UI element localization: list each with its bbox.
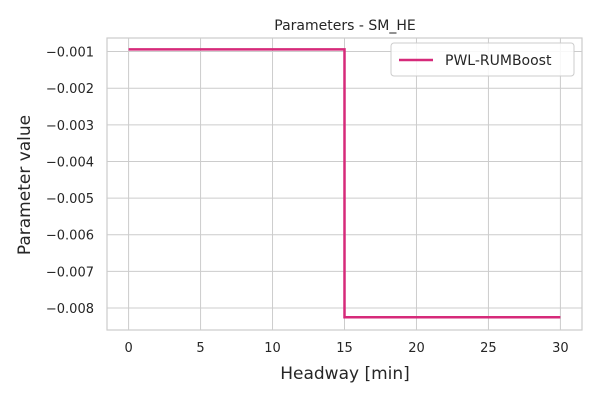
legend: PWL-RUMBoost <box>390 42 575 77</box>
y-tick-label: −0.003 <box>46 119 94 134</box>
x-tick-label: 5 <box>196 341 204 356</box>
y-tick-label: −0.008 <box>46 302 94 317</box>
y-tick-label: −0.004 <box>46 155 94 170</box>
y-tick-label: −0.006 <box>46 229 94 244</box>
y-tick-label: −0.002 <box>46 82 94 97</box>
ticks: 0 5 10 15 20 25 30 −0.001 −0.002 −0.003 −0.004 −0.0… <box>46 46 569 356</box>
x-tick-label: 0 <box>124 341 132 356</box>
y-tick-label: −0.005 <box>46 192 94 207</box>
x-tick-label: 15 <box>336 341 353 356</box>
y-axis-title: Parameter value <box>15 115 35 255</box>
y-tick-label: −0.001 <box>46 46 94 61</box>
y-tick-label: −0.007 <box>46 265 94 280</box>
plot-frame <box>106 37 583 331</box>
series-line-pwl-rumboost <box>128 48 561 319</box>
chart-title: Parameters - SM_HE <box>274 18 415 34</box>
x-tick-label: 10 <box>264 341 281 356</box>
x-tick-label: 20 <box>408 341 425 356</box>
x-tick-label: 30 <box>552 341 569 356</box>
x-tick-label: 25 <box>480 341 497 356</box>
x-axis-title: Headway [min] <box>280 364 410 384</box>
series-layer <box>128 48 561 319</box>
legend-label-pwl-rumboost: PWL-RUMBoost <box>445 53 552 69</box>
legend-box <box>390 42 575 77</box>
